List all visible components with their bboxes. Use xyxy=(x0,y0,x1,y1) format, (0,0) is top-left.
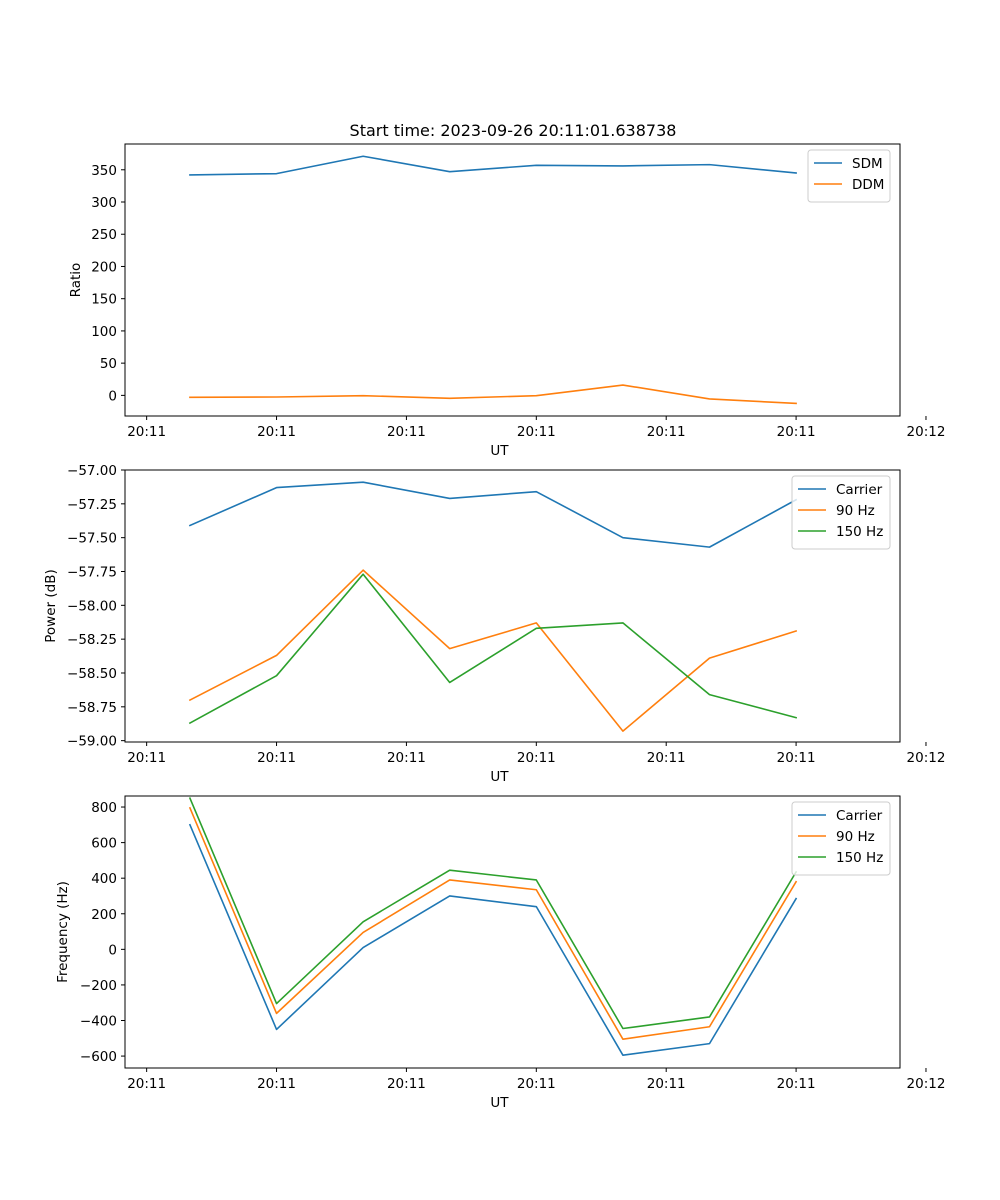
ratio-x-tick-label: 20:11 xyxy=(647,424,686,440)
power-x-tick-label: 20:11 xyxy=(517,750,556,766)
power-legend-label-150-hz: 150 Hz xyxy=(836,524,883,540)
power-series-line-90-hz xyxy=(188,569,798,732)
frequency-x-tick-label: 20:11 xyxy=(517,1076,556,1092)
ratio-x-tick-label: 20:11 xyxy=(777,424,816,440)
ratio-series-line-ddm xyxy=(189,384,797,405)
frequency-legend-label-90-hz: 90 Hz xyxy=(836,829,875,845)
power-axes-frame xyxy=(124,469,901,743)
ratio-series-line-sdm xyxy=(189,155,797,176)
frequency-y-tick-label: 400 xyxy=(91,871,117,887)
frequency-y-tick-label: 200 xyxy=(91,907,117,923)
power-y-tick-label: −58.25 xyxy=(67,632,117,648)
power-legend: Carrier 90 Hz 150 Hz xyxy=(791,475,891,550)
ratio-y-tick-label: 0 xyxy=(108,388,117,404)
ratio-legend-label-ddm: DDM xyxy=(852,177,884,193)
frequency-x-axis-label: UT xyxy=(490,1095,509,1111)
power-y-tick-label: −57.25 xyxy=(67,497,117,513)
power-x-axis-label: UT xyxy=(490,769,509,785)
frequency-axes-frame xyxy=(124,795,901,1069)
frequency-legend-label-150-hz: 150 Hz xyxy=(836,850,883,866)
frequency-y-axis-label: Frequency (Hz) xyxy=(55,881,71,983)
power-legend-label-carrier: Carrier xyxy=(836,482,883,498)
frequency-y-tick-label: 600 xyxy=(91,836,117,852)
frequency-y-tick-label: −200 xyxy=(80,978,117,994)
ratio-y-axis-label: Ratio xyxy=(68,263,84,298)
frequency-legend: Carrier 90 Hz 150 Hz xyxy=(791,801,891,876)
frequency-y-tick-label: 0 xyxy=(108,942,117,958)
frequency-y-tick-label: −600 xyxy=(80,1049,117,1065)
power-series-line-150-hz xyxy=(188,573,798,725)
ratio-x-tick-label: 20:11 xyxy=(127,424,166,440)
power-y-tick-label: −59.00 xyxy=(67,734,117,750)
frequency-x-tick-label: 20:11 xyxy=(127,1076,166,1092)
power-x-tick-label: 20:11 xyxy=(257,750,296,766)
ratio-y-tick-label: 350 xyxy=(91,163,117,179)
power-panel: 20:11 20:11 20:11 20:11 20:11 20:11 20:12 −59.0… xyxy=(43,463,945,785)
frequency-panel: 20:11 20:11 20:11 20:11 20:11 20:11 20:12 −600 −… xyxy=(55,795,946,1111)
power-x-tick-label: 20:11 xyxy=(647,750,686,766)
power-y-tick-label: −57.00 xyxy=(67,463,117,479)
frequency-y-tick-label: 800 xyxy=(91,800,117,816)
frequency-series-line-150-hz xyxy=(188,797,798,1030)
power-x-tick-label: 20:11 xyxy=(777,750,816,766)
power-y-tick-label: −58.00 xyxy=(67,598,117,614)
ratio-x-tick-label: 20:12 xyxy=(907,424,946,440)
ratio-legend-label-sdm: SDM xyxy=(852,156,883,172)
ratio-y-tick-label: 50 xyxy=(100,356,117,372)
frequency-y-tick-label: −400 xyxy=(80,1014,117,1030)
frequency-legend-label-carrier: Carrier xyxy=(836,808,883,824)
ratio-legend: SDM DDM xyxy=(807,149,891,203)
ratio-y-tick-label: 150 xyxy=(91,292,117,308)
power-x-tick-label: 20:11 xyxy=(127,750,166,766)
ratio-axes-frame xyxy=(124,143,901,417)
ratio-y-tick-label: 200 xyxy=(91,259,117,275)
ratio-y-tick-label: 100 xyxy=(91,324,117,340)
ratio-y-tick-label: 250 xyxy=(91,227,117,243)
frequency-x-tick-label: 20:11 xyxy=(647,1076,686,1092)
ratio-x-tick-label: 20:11 xyxy=(517,424,556,440)
chart-title: Start time: 2023-09-26 20:11:01.638738 xyxy=(350,121,677,140)
frequency-series-line-90-hz xyxy=(188,806,798,1040)
power-x-tick-label: 20:11 xyxy=(387,750,426,766)
power-legend-label-90-hz: 90 Hz xyxy=(836,503,875,519)
power-y-tick-label: −57.50 xyxy=(67,531,117,547)
frequency-x-tick-label: 20:11 xyxy=(777,1076,816,1092)
frequency-series-line-carrier xyxy=(188,823,798,1056)
power-y-tick-label: −58.75 xyxy=(67,700,117,716)
power-y-tick-label: −58.50 xyxy=(67,666,117,682)
ratio-x-tick-label: 20:11 xyxy=(257,424,296,440)
ratio-y-tick-label: 300 xyxy=(91,195,117,211)
power-x-tick-label: 20:12 xyxy=(907,750,946,766)
frequency-x-tick-label: 20:11 xyxy=(387,1076,426,1092)
frequency-x-tick-label: 20:11 xyxy=(257,1076,296,1092)
frequency-x-tick-label: 20:12 xyxy=(907,1076,946,1092)
ratio-x-tick-label: 20:11 xyxy=(387,424,426,440)
ratio-x-axis-label: UT xyxy=(490,443,509,459)
power-y-axis-label: Power (dB) xyxy=(43,569,59,642)
ratio-panel: 20:11 20:11 20:11 20:11 20:11 20:11 20:12 0 50 10… xyxy=(68,143,946,459)
power-y-tick-label: −57.75 xyxy=(67,564,117,580)
power-series-line-carrier xyxy=(188,481,798,548)
